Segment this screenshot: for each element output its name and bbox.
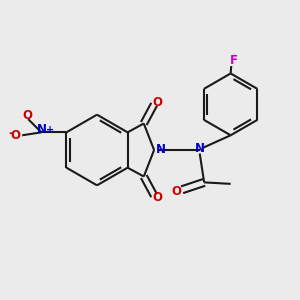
Text: F: F xyxy=(230,54,238,67)
Text: +: + xyxy=(46,125,54,135)
Text: -: - xyxy=(8,127,13,140)
Text: O: O xyxy=(172,185,182,198)
Text: N: N xyxy=(156,143,166,157)
Text: O: O xyxy=(11,129,21,142)
Text: N: N xyxy=(37,124,47,136)
Text: O: O xyxy=(153,190,163,204)
Text: O: O xyxy=(153,96,163,110)
Text: O: O xyxy=(22,109,32,122)
Text: N: N xyxy=(195,142,205,155)
